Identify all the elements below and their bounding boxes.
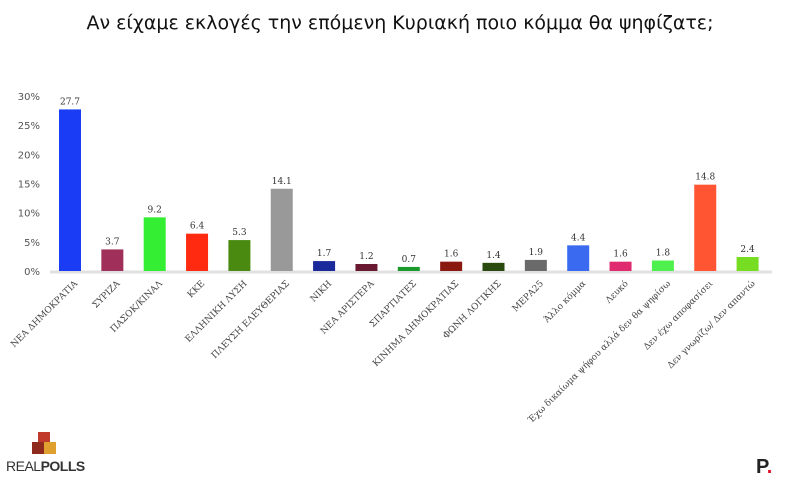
bar [397,266,420,271]
data-label: 4.4 [571,233,586,243]
x-tick-label: ΝΕΑ ΔΗΜΟΚΡΑΤΙΑ [9,279,80,350]
data-label: 1.4 [486,251,501,261]
y-tick-label: 30% [18,92,40,103]
bar [101,249,124,271]
data-label: 3.7 [105,237,120,247]
data-label: 6.4 [190,222,205,232]
data-label: 14.8 [695,173,715,183]
x-tick-label: Δεν γνωρίζω/ Δεν απαντώ [665,278,758,371]
data-label: 1.2 [359,252,373,262]
publisher-logo: P. [756,456,773,478]
data-label: 1.6 [613,250,628,260]
bar [270,188,293,271]
realpolls-logo-icon [32,432,56,454]
bar [482,262,505,271]
y-tick-label: 10% [18,209,40,220]
x-tick-label: Άλλο κόμμα [541,278,588,325]
y-tick-label: 25% [18,121,40,132]
data-label: 1.9 [529,248,544,258]
bar [651,260,674,271]
bar [186,233,209,271]
bar [609,261,632,271]
x-tick-label: Λευκό [603,278,631,306]
data-label: 27.7 [60,97,80,107]
data-label: 9.2 [148,205,162,215]
x-tick-label: ΣΥΡΙΖΑ [91,279,123,311]
chart-title: Αν είχαμε εκλογές την επόμενη Κυριακή πο… [86,12,714,34]
realpolls-logo: REALPOLLS [6,458,85,474]
data-label: 0.7 [402,255,417,265]
bar [694,184,717,271]
data-label: 1.6 [444,250,459,260]
x-tick-label: ΝΙΚΗ [309,279,335,305]
data-label: 14.1 [272,177,292,187]
bar [567,245,590,271]
bar [524,259,547,271]
x-tick-label: Δεν έχω αποφασίσει [641,278,715,352]
x-tick-label: ΜΕΡΑ25 [511,279,546,314]
bar [228,240,251,271]
y-tick-label: 0% [24,267,40,278]
data-label: 1.8 [656,249,671,259]
y-tick-label: 5% [24,238,40,249]
bar [59,109,81,272]
x-tick-label: ΠΛΕΥΣΗ ΕΛΕΥΘΕΡΙΑΣ [210,279,292,361]
data-label: 1.7 [317,249,332,259]
x-tick-label: ΚΚΕ [186,279,207,300]
y-tick-label: 15% [18,180,40,191]
y-tick-label: 20% [18,150,40,161]
bar [736,257,759,271]
bar [440,261,463,271]
bar [355,264,378,271]
bar [143,217,166,271]
bar [313,261,336,271]
x-tick-label: Έχω δικαίωμα ψήφου αλλά δεν θα ψηφίσω [526,278,673,425]
data-label: 2.4 [740,245,755,255]
data-label: 5.3 [232,228,247,238]
x-tick-label: ΚΙΝΗΜΑ ΔΗΜΟΚΡΑΤΙΑΣ [371,279,461,369]
